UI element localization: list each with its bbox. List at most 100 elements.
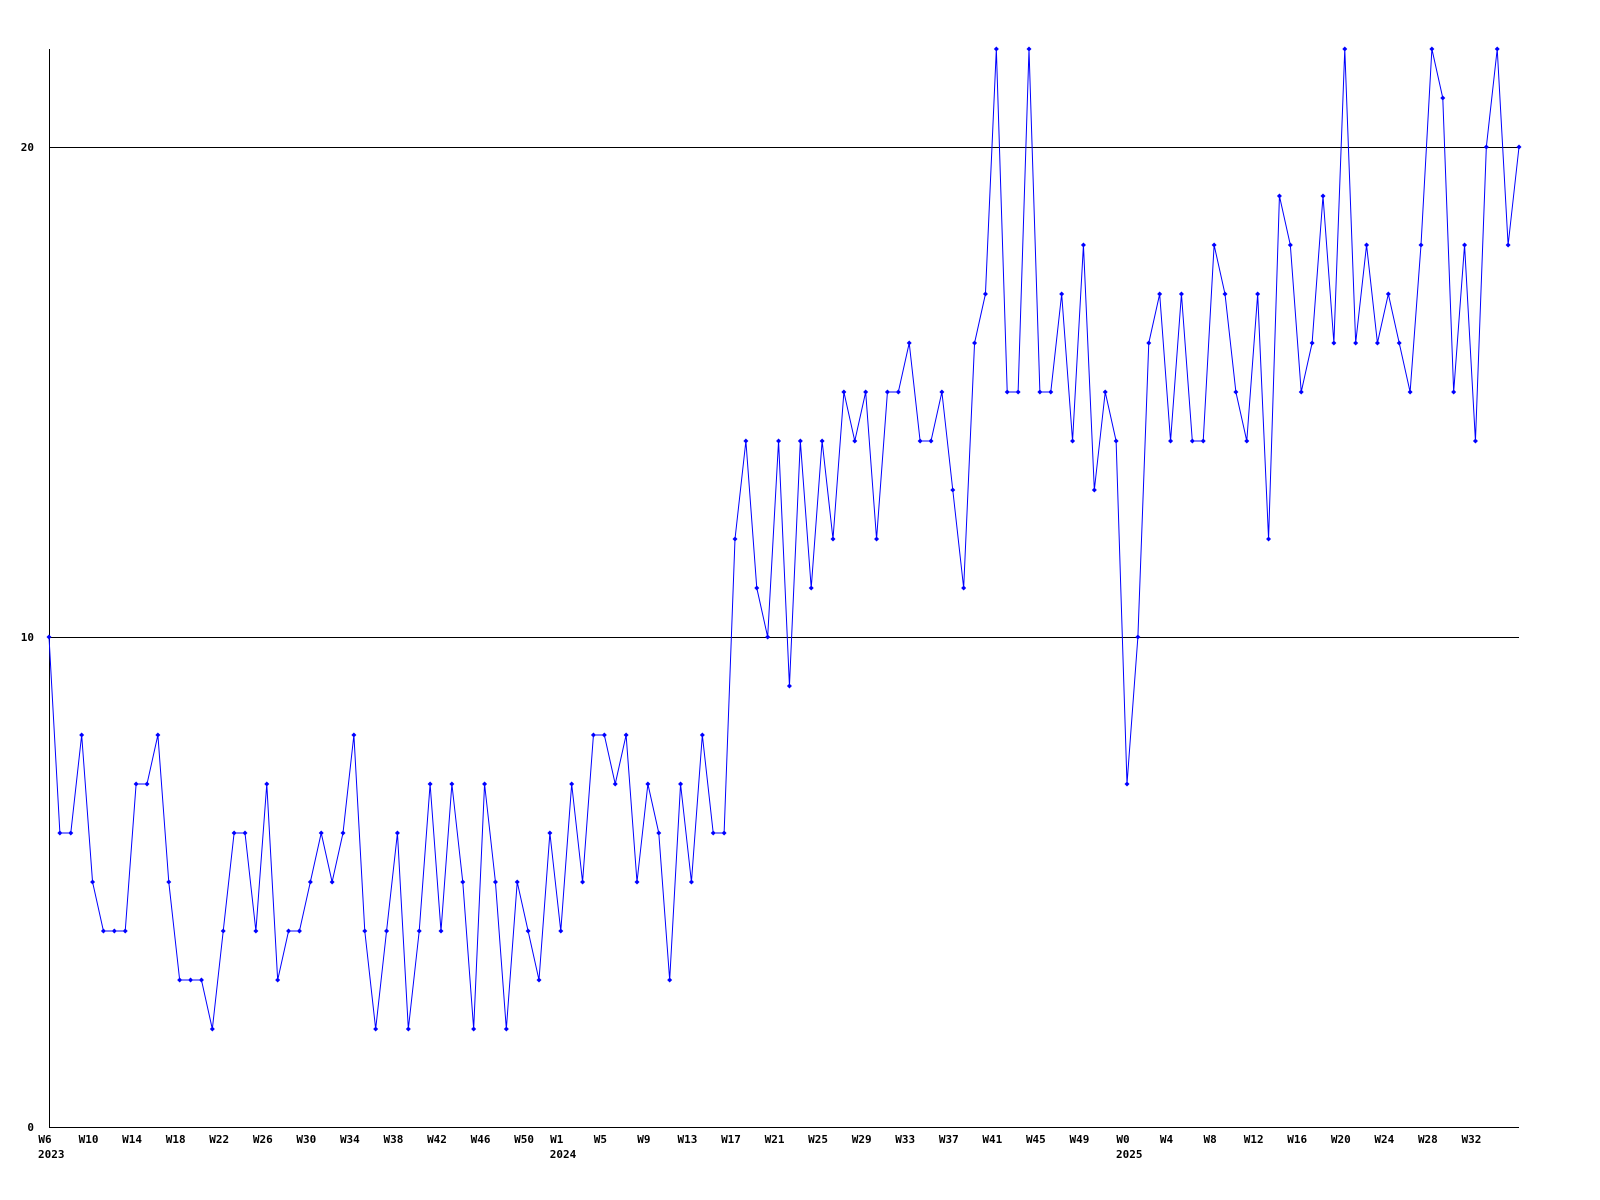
data-point	[1494, 46, 1500, 52]
data-point	[220, 928, 226, 934]
data-point	[1298, 389, 1304, 395]
data-point	[209, 1026, 215, 1032]
data-point	[634, 879, 640, 885]
data-point	[1276, 193, 1282, 199]
data-point	[1451, 389, 1457, 395]
data-point	[895, 389, 901, 395]
x-tick-label: W5	[594, 1133, 607, 1146]
data-point	[122, 928, 128, 934]
data-point	[471, 1026, 477, 1032]
data-point	[1113, 438, 1119, 444]
data-point	[536, 977, 542, 983]
x-tick-label: W29	[852, 1133, 872, 1146]
data-point	[1462, 242, 1468, 248]
x-tick-label: W17	[721, 1133, 741, 1146]
data-point	[1146, 340, 1152, 346]
data-point	[884, 389, 890, 395]
x-tick-label: W38	[384, 1133, 404, 1146]
data-point	[492, 879, 498, 885]
data-point	[307, 879, 313, 885]
data-point	[1102, 389, 1108, 395]
data-point	[1004, 389, 1010, 395]
data-point	[710, 830, 716, 836]
y-tick-label: 0	[27, 1121, 34, 1134]
data-point	[166, 879, 172, 885]
data-point	[1396, 340, 1402, 346]
data-point	[318, 830, 324, 836]
data-point	[1374, 340, 1380, 346]
x-tick-label: W30	[296, 1133, 316, 1146]
data-point	[612, 781, 618, 787]
data-point	[623, 732, 629, 738]
data-point	[449, 781, 455, 787]
data-point	[732, 536, 738, 542]
data-point	[1048, 389, 1054, 395]
data-point	[830, 536, 836, 542]
data-point	[656, 830, 662, 836]
x-tick-label: W0	[1116, 1133, 1129, 1146]
data-point	[57, 830, 63, 836]
x-tick-label: W22	[209, 1133, 229, 1146]
data-point	[1309, 340, 1315, 346]
data-point	[111, 928, 117, 934]
x-tick-label: W34	[340, 1133, 360, 1146]
data-point	[525, 928, 531, 934]
data-point	[1244, 438, 1250, 444]
x-tick-label: W16	[1287, 1133, 1307, 1146]
data-point	[972, 340, 978, 346]
data-point	[1266, 536, 1272, 542]
data-point	[275, 977, 281, 983]
data-point	[645, 781, 651, 787]
x-tick-label: W46	[471, 1133, 491, 1146]
data-point	[329, 879, 335, 885]
data-point	[362, 928, 368, 934]
data-point	[1505, 242, 1511, 248]
data-point	[155, 732, 161, 738]
data-point	[1157, 291, 1163, 297]
x-tick-label: W45	[1026, 1133, 1046, 1146]
data-point	[482, 781, 488, 787]
data-point	[1418, 242, 1424, 248]
data-point	[286, 928, 292, 934]
data-point	[90, 879, 96, 885]
x-tick-label: W26	[253, 1133, 273, 1146]
data-point	[950, 487, 956, 493]
data-point	[1331, 340, 1337, 346]
data-point	[786, 683, 792, 689]
data-point	[188, 977, 194, 983]
x-tick-label: W49	[1070, 1133, 1090, 1146]
x-year-label: 2023	[38, 1148, 65, 1161]
data-point	[351, 732, 357, 738]
x-tick-label: W10	[79, 1133, 99, 1146]
x-tick-label: W21	[765, 1133, 785, 1146]
data-point	[1091, 487, 1097, 493]
data-point	[993, 46, 999, 52]
data-point	[743, 438, 749, 444]
data-point	[373, 1026, 379, 1032]
data-point	[776, 438, 782, 444]
x-tick-label: W28	[1418, 1133, 1438, 1146]
data-point	[688, 879, 694, 885]
data-point	[242, 830, 248, 836]
data-point	[569, 781, 575, 787]
data-point	[808, 585, 814, 591]
data-point	[394, 830, 400, 836]
data-point	[1353, 340, 1359, 346]
x-tick-label: W4	[1160, 1133, 1174, 1146]
data-point	[1124, 781, 1130, 787]
data-point	[133, 781, 139, 787]
data-line	[48, 48, 1520, 1030]
data-point	[1320, 193, 1326, 199]
data-point	[1440, 95, 1446, 101]
data-point	[590, 732, 596, 738]
data-point	[144, 781, 150, 787]
data-point	[601, 732, 607, 738]
data-point	[438, 928, 444, 934]
x-tick-label: W1	[550, 1133, 564, 1146]
data-point	[1037, 389, 1043, 395]
data-point	[699, 732, 705, 738]
data-point	[198, 977, 204, 983]
x-tick-label: W9	[637, 1133, 650, 1146]
data-point	[264, 781, 270, 787]
